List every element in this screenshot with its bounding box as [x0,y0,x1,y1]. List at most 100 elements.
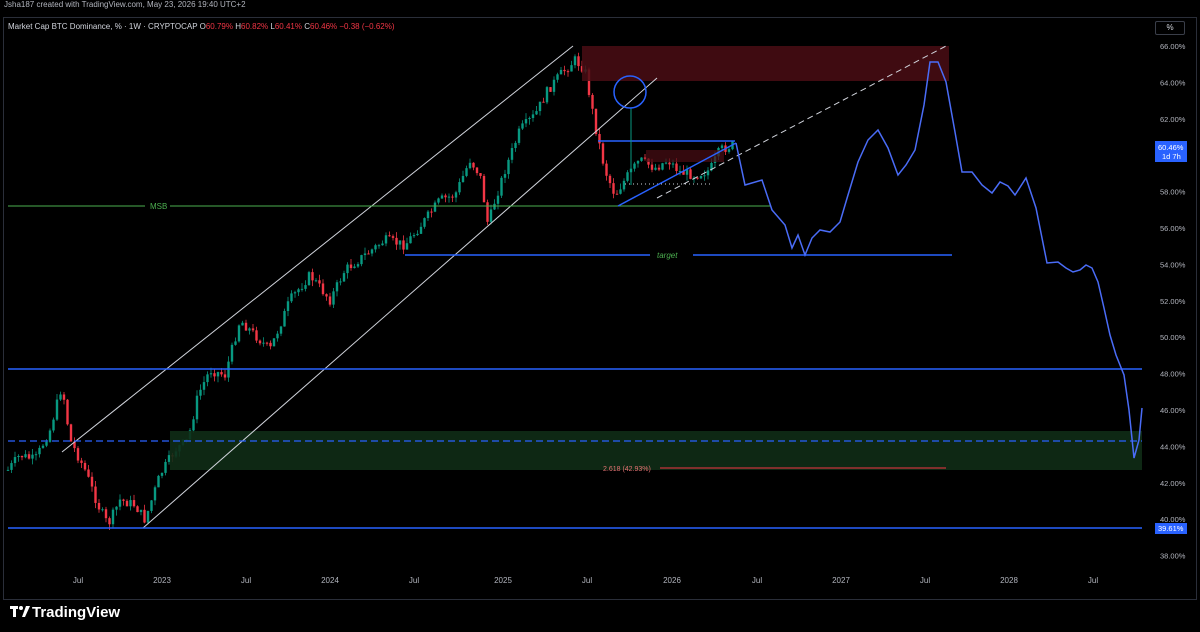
candle-body [412,235,416,237]
candle-body [90,476,94,487]
candle-body [87,469,90,477]
candle-body [594,108,598,134]
candle-body [66,399,69,425]
candle-body [129,500,132,507]
candle-body [612,183,615,194]
candle-body [619,189,622,194]
candle-body [517,128,521,143]
candle-body [111,509,115,525]
candle-body [556,74,559,80]
price-tick: 40.00% [1160,515,1186,524]
candle-body [360,255,363,265]
candle-body [689,169,692,179]
candle-body [685,169,689,175]
low-label: L [270,22,275,31]
candle-body [209,373,213,375]
candle-body [475,167,479,174]
candle-body [258,340,262,344]
time-tick: 2028 [1000,576,1018,585]
candle-body [486,202,489,222]
candle-body [342,273,346,282]
candle-body [559,69,563,75]
candle-body [535,111,538,115]
candle-body [370,249,374,254]
candle-body [241,322,244,326]
triangle-pattern [617,142,737,207]
time-tick: 2026 [663,576,681,585]
line-price-value: 39.61% [1158,524,1184,533]
candle-body [622,180,626,190]
candle-body [283,310,286,327]
symbol-legend[interactable]: Market Cap BTC Dominance, % · 1W · CRYPT… [8,22,395,31]
price-tick: 50.00% [1160,333,1186,342]
candle-body [678,170,682,172]
candle-body [41,445,45,448]
candle-body [94,486,97,503]
channel-upper-line [61,45,574,453]
candle-body [367,253,370,255]
candle-body [377,245,381,247]
candle-body [573,56,577,66]
time-tick: 2025 [494,576,512,585]
candle-body [272,338,276,347]
candle-body [48,430,52,442]
candle-body [598,133,601,144]
candle-body [587,69,591,95]
change-value: −0.38 (−0.62%) [339,22,395,31]
candle-body [339,281,342,283]
candle-body [727,149,731,152]
candle-body [696,177,699,179]
candle-body [80,460,83,463]
candle-body [160,472,164,476]
candle-body [195,395,199,420]
candle-body [510,148,514,160]
candle-body [349,264,353,269]
fib-label: 2.618 (42.93%) [603,466,651,473]
candle-body [318,280,321,284]
candle-body [34,454,38,456]
candle-body [384,235,388,244]
highlight-circle [613,75,647,109]
candle-body [500,177,503,196]
percent-scale-button[interactable]: % [1155,21,1185,35]
line-price-badge [1155,523,1187,534]
channel-extension-dashed-line [656,45,947,199]
candle-body [125,500,129,507]
candle-body [591,94,594,109]
time-axis[interactable]: Jul 2023 Jul 2024 Jul 2025 Jul 2026 Jul 2027 Jul 20… [73,576,1098,585]
candle-body [230,344,234,362]
candle-body [626,172,629,181]
candle-body [433,202,437,212]
candle-body [27,454,31,459]
candle-body [356,264,360,267]
chart-pane[interactable] [3,17,1197,600]
candle-body [426,211,430,219]
candle-body [465,168,468,176]
candle-body [654,167,657,170]
candle-body [531,114,535,118]
tradingview-logo-icon [10,606,30,617]
candle-body [391,236,395,238]
candle-body [293,292,297,294]
candle-body [353,266,356,269]
price-axis[interactable]: 66.00%64.00%62.00%60.00%58.00%56.00%54.0… [1160,42,1186,561]
tradingview-brand: TradingView [32,604,121,621]
open-label: O [199,22,206,31]
candle-body [325,294,328,297]
candle-body [307,272,311,286]
candle-body [108,518,111,525]
candle-body [479,173,482,176]
attribution-text: Jsha187 created with TradingView.com, Ma… [4,0,246,9]
price-tick: 62.00% [1160,115,1186,124]
candle-body [489,209,493,222]
candle-body [290,293,293,302]
candle-body [31,454,34,459]
candle-body [643,157,647,159]
candle-body [335,282,339,292]
chart-canvas[interactable]: MSB target 2.618 (42.93%) 66.00% 64.00% 62… [0,0,1200,600]
candle-body [73,441,76,449]
candle-body [279,326,283,334]
price-tick: 66.00% [1160,42,1186,51]
candle-body [104,509,108,519]
candle-body [402,240,405,250]
